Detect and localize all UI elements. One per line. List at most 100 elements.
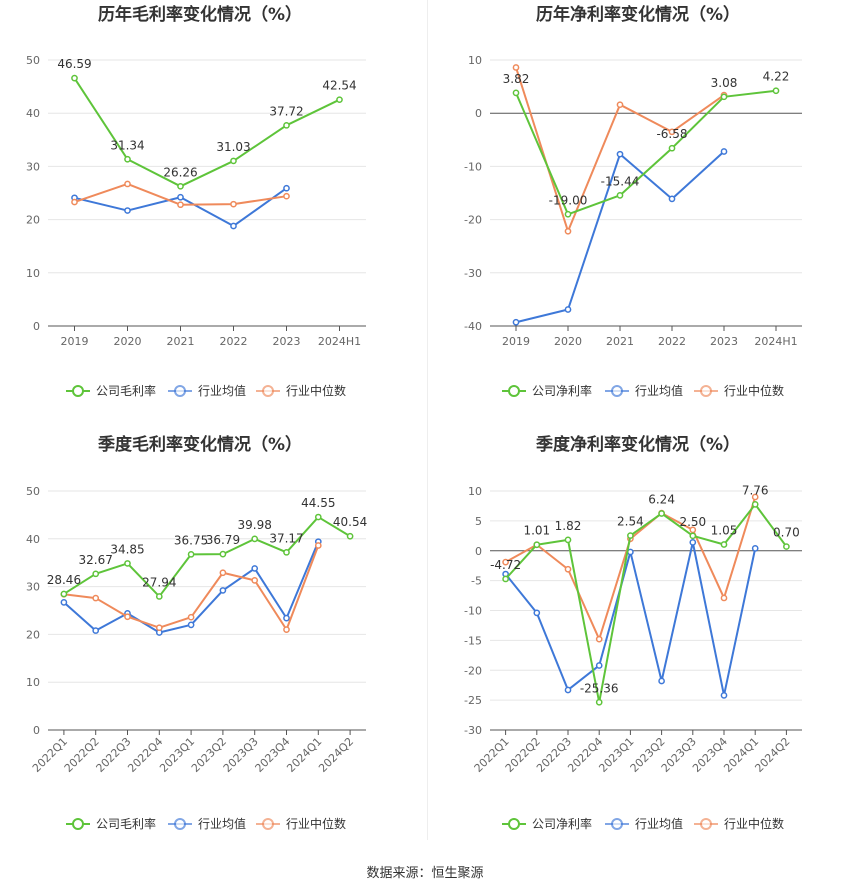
data-point-avg [251, 565, 259, 572]
y-tick-label: -15 [464, 634, 482, 647]
data-point-company [124, 560, 131, 567]
data-point-median [751, 493, 759, 501]
data-point-median [668, 128, 676, 136]
data-point-company [71, 74, 78, 82]
y-tick-label: -10 [464, 605, 482, 618]
data-point-median [314, 542, 322, 549]
chart-4: 季度净利率变化情况（%）-30-25-20-15-10-505102022Q12… [464, 434, 802, 831]
data-point-company [595, 698, 603, 706]
data-point-median [564, 227, 572, 235]
chart-title: 季度净利率变化情况（%） [536, 434, 740, 455]
chart-title: 历年毛利率变化情况（%） [98, 4, 302, 25]
data-point-company [60, 590, 68, 598]
data-point-avg [512, 318, 520, 326]
data-point-company [92, 570, 100, 578]
y-tick-label: -10 [464, 160, 482, 173]
data-point-median [155, 624, 163, 632]
series-line-median [515, 67, 725, 233]
y-tick-label: 0 [475, 545, 482, 558]
data-point-median [283, 626, 290, 633]
legend-marker [508, 385, 520, 397]
data-label: 26.26 [163, 165, 197, 179]
data-point-company [230, 157, 237, 165]
data-point-company [283, 548, 290, 556]
x-tick-label: 2024H1 [318, 335, 361, 348]
x-tick-label: 2021 [606, 335, 634, 348]
data-point-median [177, 201, 184, 209]
legend-item-median: 行业中位数 [256, 383, 346, 398]
data-point-company [720, 541, 728, 548]
legend-label: 行业中位数 [286, 816, 346, 831]
y-tick-label: 50 [26, 54, 40, 67]
data-label: 2.50 [679, 515, 706, 529]
y-tick-label: 0 [33, 724, 40, 737]
data-point-median [283, 192, 290, 200]
data-point-company [177, 182, 184, 190]
data-label: 31.03 [216, 140, 250, 154]
source-label: 数据来源：恒生聚源 [366, 866, 484, 881]
data-label: 36.79 [206, 533, 240, 547]
data-point-avg [533, 609, 541, 617]
y-tick-label: -5 [471, 575, 482, 588]
data-label: -6.58 [656, 127, 687, 141]
data-point-median [124, 613, 131, 621]
series-line-company [515, 89, 777, 216]
data-point-avg [92, 627, 100, 634]
legend-label: 公司毛利率 [96, 816, 156, 831]
legend-marker [174, 385, 186, 397]
data-point-company [533, 541, 541, 549]
legend-label: 行业均值 [198, 816, 246, 831]
data-point-company [783, 543, 790, 550]
legend-item-avg: 行业均值 [605, 383, 683, 398]
legend-item-company: 公司毛利率 [66, 816, 156, 831]
data-point-avg [668, 195, 676, 203]
data-point-company [751, 501, 759, 508]
y-tick-label: -30 [464, 267, 482, 280]
data-label: 4.22 [763, 70, 790, 84]
data-point-company [689, 532, 697, 540]
series-line-company [73, 77, 340, 188]
data-point-company [564, 536, 572, 544]
data-point-company [502, 575, 509, 583]
data-point-median [124, 180, 131, 188]
data-label: 46.59 [57, 57, 91, 71]
data-label: -19.00 [549, 193, 588, 207]
data-point-avg [60, 599, 68, 606]
data-label: 27.94 [142, 575, 176, 589]
x-tick-label: 2019 [61, 335, 89, 348]
y-tick-label: -20 [464, 214, 482, 227]
data-point-company [219, 550, 227, 558]
y-tick-label: -25 [464, 694, 482, 707]
data-label: 2.54 [617, 515, 644, 529]
data-label: -25.36 [580, 681, 619, 695]
data-point-avg [595, 662, 603, 669]
y-tick-label: 30 [26, 160, 40, 173]
legend-marker [611, 385, 623, 397]
data-label: 6.24 [648, 492, 675, 506]
data-point-median [502, 558, 509, 566]
chart-title: 历年净利率变化情况（%） [536, 4, 740, 25]
y-tick-label: -30 [464, 724, 482, 737]
legend-marker [700, 385, 712, 397]
legend-marker [72, 385, 84, 397]
data-point-avg [219, 587, 227, 594]
y-tick-label: 40 [26, 533, 40, 546]
legend-item-median: 行业中位数 [256, 816, 346, 831]
x-tick-label: 2020 [114, 335, 142, 348]
y-tick-label: -20 [464, 664, 482, 677]
data-point-company [668, 144, 676, 152]
data-label: 42.54 [322, 79, 356, 93]
legend-label: 公司毛利率 [96, 383, 156, 398]
legend-marker [262, 818, 274, 830]
data-label: 37.17 [269, 531, 303, 545]
legend-item-company: 公司净利率 [502, 383, 592, 398]
data-label: 44.55 [301, 496, 335, 510]
data-label: 7.76 [742, 483, 769, 497]
x-tick-label: 2024H1 [754, 335, 797, 348]
data-point-company [251, 535, 259, 543]
x-tick-label: 2020 [554, 335, 582, 348]
y-tick-label: 10 [468, 54, 482, 67]
y-tick-label: 30 [26, 581, 40, 594]
data-point-avg [283, 184, 290, 192]
